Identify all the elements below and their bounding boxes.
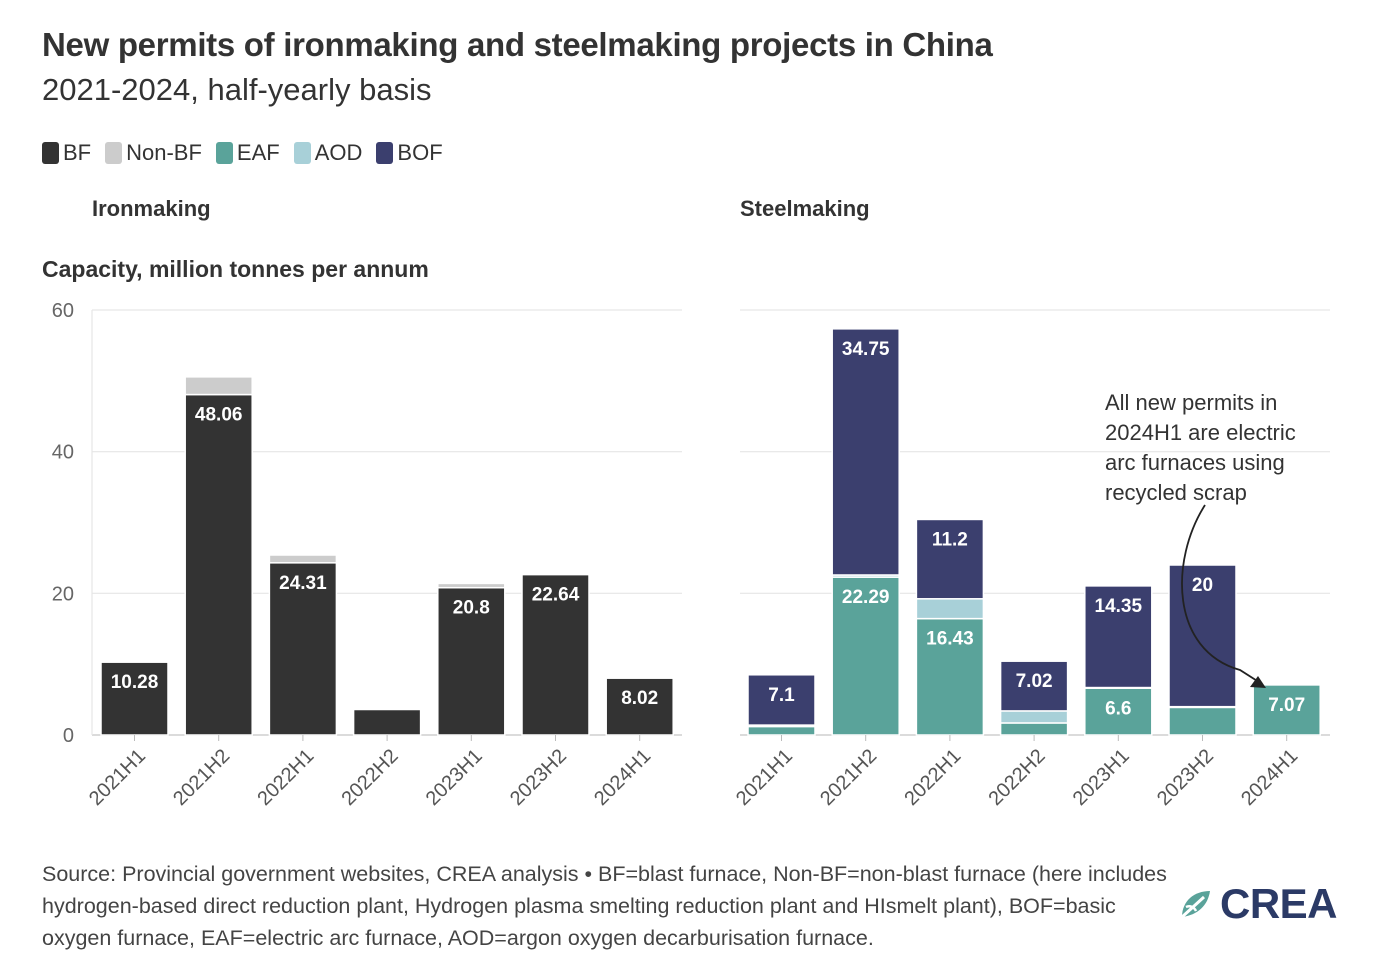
data-label-steel-2022H1: 11.2 — [932, 529, 968, 550]
annotation-arrow — [1181, 504, 1263, 685]
bar-iron-bf-2022H1 — [268, 562, 338, 736]
data-label-iron-2023H1: 20.8 — [453, 598, 490, 619]
legend-label-bf: BF — [63, 140, 92, 165]
legend-swatch-eaf — [215, 142, 233, 164]
annotation-line-1: All new permits in — [1105, 390, 1277, 415]
data-label-steel-2023H1: 6.6 — [1105, 698, 1131, 719]
bar-steel-eaf-2021H1 — [747, 725, 816, 736]
x-tick-label-iron-2023H2: 2023H2 — [506, 745, 571, 810]
chart-canvas: 0 20 40 60 10.28 2021H1 48.06 2021H2 24.31 2022H1… — [52, 300, 1330, 810]
data-label-iron-2021H2: 48.06 — [195, 405, 243, 426]
bar-steel-eaf-2023H2 — [1168, 706, 1237, 736]
x-tick-label-iron-2021H2: 2021H2 — [169, 745, 234, 810]
legend-item-bof: BOF — [376, 140, 443, 166]
y-axis-title: Capacity, million tonnes per annum — [42, 256, 429, 282]
bar-iron-nonbf-2023H1 — [437, 582, 506, 589]
bar-iron-bf-2021H1 — [100, 661, 169, 736]
bar-steel-eaf-2022H2 — [999, 722, 1069, 736]
data-label-iron-2024H1: 8.02 — [621, 688, 658, 709]
bar-steel-bof-2022H1 — [915, 518, 985, 600]
annotation-arrowhead — [1250, 676, 1266, 688]
legend-label-non-bf: Non-BF — [126, 140, 202, 165]
x-tick-label-iron-2024H1: 2024H1 — [590, 745, 655, 810]
x-tick-label-steel-2023H2: 2023H2 — [1153, 745, 1218, 810]
legend-swatch-bof — [376, 142, 394, 164]
legend-swatch-non-bf — [105, 142, 123, 164]
annotation-line-3: arc furnaces using — [1105, 450, 1285, 475]
data-label-steel-2021H2: 34.75 — [842, 339, 890, 360]
data-label-steel-2024H1: 7.07 — [1268, 695, 1305, 716]
x-tick-label-iron-2022H1: 2022H1 — [253, 745, 318, 810]
bar-iron-nonbf-2022H1 — [268, 554, 338, 564]
legend-item-non-bf: Non-BF — [105, 140, 202, 166]
legend-item-eaf: EAF — [215, 140, 280, 166]
x-tick-label-steel-2022H2: 2022H2 — [985, 745, 1050, 810]
x-tick-label-steel-2024H1: 2024H1 — [1237, 745, 1302, 810]
data-label-steel-2023H1: 14.35 — [1095, 596, 1143, 617]
bar-steel-bof-2023H2 — [1168, 564, 1237, 708]
x-tick-label-steel-2021H2: 2021H2 — [816, 745, 881, 810]
data-label-steel-2021H2: 22.29 — [842, 587, 890, 608]
data-label-steel-2021H1: 7.1 — [768, 685, 795, 706]
bar-steel-bof-2021H1 — [747, 674, 816, 726]
panel-title-steelmaking: Steelmaking — [740, 196, 870, 221]
annotation-line-4: recycled scrap — [1105, 480, 1247, 505]
legend-swatch-bf — [42, 142, 59, 164]
legend-item-bf: BF — [42, 140, 91, 166]
x-tick-label-steel-2022H1: 2022H1 — [900, 745, 965, 810]
legend-item-aod: AOD — [293, 140, 363, 166]
bar-steel-aod-2022H2 — [999, 710, 1069, 724]
bar-steel-bof-2021H2 — [831, 328, 900, 576]
data-label-steel-2022H1: 16.43 — [926, 629, 974, 650]
bar-steel-aod-2022H1 — [915, 598, 985, 620]
panel-title-ironmaking: Ironmaking — [92, 196, 211, 221]
y-tick-label: 60 — [52, 300, 74, 322]
x-tick-label-iron-2022H2: 2022H2 — [338, 745, 403, 810]
data-label-steel-2022H2: 7.02 — [1016, 671, 1053, 692]
legend-label-bof: BOF — [397, 140, 443, 165]
x-tick-label-steel-2023H1: 2023H1 — [1069, 745, 1134, 810]
bar-steel-bof-2022H2 — [999, 660, 1069, 712]
data-label-steel-2023H2: 20 — [1192, 575, 1213, 596]
data-label-iron-2023H2: 22.64 — [532, 585, 580, 606]
source-note: Source: Provincial government websites, … — [42, 862, 1167, 950]
bar-iron-bf-2022H2 — [352, 708, 422, 736]
legend-label-aod: AOD — [314, 140, 363, 165]
crea-logo-text: CREA — [1220, 880, 1338, 927]
x-tick-label-steel-2021H1: 2021H1 — [732, 745, 797, 810]
bar-steel-bof-2023H1 — [1084, 585, 1153, 689]
crea-logo: CREA — [1178, 880, 1338, 928]
bar-iron-bf-2021H2 — [184, 393, 253, 736]
chart-subtitle: 2021-2024, half-yearly basis — [42, 72, 432, 107]
bar-steel-eaf-2022H1 — [915, 617, 985, 736]
data-label-iron-2021H1: 10.28 — [111, 672, 159, 693]
legend-swatch-aod — [293, 142, 311, 164]
y-tick-label: 0 — [63, 725, 74, 747]
bar-iron-bf-2024H1 — [605, 677, 674, 736]
crea-leaf-icon — [1180, 891, 1210, 919]
data-label-iron-2022H1: 24.31 — [279, 573, 327, 594]
y-tick-label: 40 — [52, 442, 74, 464]
legend-label-eaf: EAF — [236, 140, 280, 165]
annotation-line-2: 2024H1 are electric — [1105, 420, 1296, 445]
x-tick-label-iron-2023H1: 2023H1 — [422, 745, 487, 810]
x-tick-label-iron-2021H1: 2021H1 — [85, 745, 150, 810]
y-tick-label: 20 — [52, 583, 74, 605]
bar-steel-eaf-2021H2 — [831, 576, 900, 736]
chart-title: New permits of ironmaking and steelmakin… — [42, 26, 993, 63]
bar-steel-eaf-2024H1 — [1252, 684, 1321, 736]
legend: BF Non-BF EAF AOD BOF — [42, 140, 457, 166]
bar-iron-nonbf-2021H2 — [184, 376, 253, 396]
bar-iron-bf-2023H2 — [521, 573, 590, 736]
